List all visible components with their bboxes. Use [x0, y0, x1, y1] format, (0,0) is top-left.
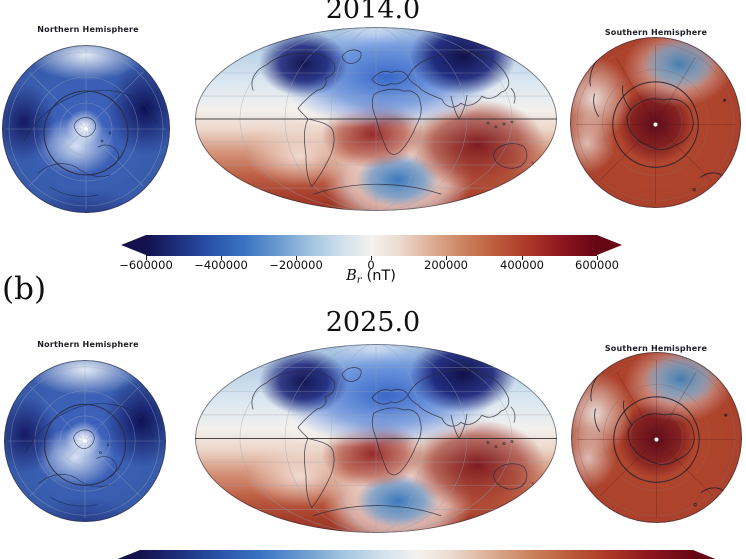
colorbar-tick: [446, 256, 447, 260]
north-polar-graticule-coastlines-icon: [7, 363, 163, 519]
colorbar-tick: [597, 256, 598, 260]
south-polar-graticule-coastlines-icon: [575, 43, 736, 205]
colorbar-label-symbol: B: [346, 268, 357, 284]
south-hemisphere-label-2025: Southern Hemisphere: [604, 344, 708, 353]
colorbar-tick-label: −400000: [194, 258, 248, 272]
south-polar-map-2014: [570, 37, 741, 208]
colorbar-tick-label: −600000: [119, 258, 173, 272]
colorbar-tick: [146, 256, 147, 260]
colorbar-2025: [115, 550, 718, 559]
colorbar-tick-label: 200000: [424, 258, 468, 272]
north-hemisphere-label-2025: Northern Hemisphere: [37, 340, 139, 349]
mollweide-map-2025: [195, 344, 557, 533]
north-hemisphere-label-2014: Northern Hemisphere: [37, 25, 139, 34]
mollweide-map-2014: [195, 27, 557, 211]
colorbar-gradient: [140, 550, 693, 559]
colorbar-tick-label: 600000: [575, 258, 619, 272]
south-hemisphere-label-2014: Southern Hemisphere: [604, 28, 708, 37]
north-polar-map-2014: [2, 45, 170, 213]
panel-b-label: (b): [2, 271, 47, 307]
south-polar-map-2025: [571, 352, 742, 523]
colorbar-axis-label: Br (nT): [346, 268, 396, 286]
colorbar-left-arrow-icon: [115, 550, 140, 559]
colorbar-tick-label: 0: [367, 258, 375, 272]
colorbar-tick: [221, 256, 222, 260]
colorbar-right-arrow-icon: [597, 235, 622, 255]
colorbar-tick-label: −200000: [269, 258, 323, 272]
colorbar-2014: −600000 −400000 −200000 0 200000 400000 …: [119, 235, 622, 272]
mollweide-graticule-coastlines-icon: [195, 344, 557, 533]
colorbar-label-subscript: r: [356, 275, 362, 286]
mollweide-graticule-coastlines-icon: [195, 27, 557, 211]
epoch-title-2025: 2025.0: [325, 307, 421, 338]
north-polar-graticule-coastlines-icon: [5, 48, 167, 210]
south-polar-graticule-coastlines-icon: [576, 358, 737, 520]
colorbar-gradient: [146, 235, 597, 256]
north-polar-map-2025: [4, 360, 166, 522]
colorbar-tick: [522, 256, 523, 260]
colorbar-tick: [371, 256, 372, 260]
colorbar-left-arrow-icon: [121, 235, 146, 255]
epoch-title-2014: 2014.0: [325, 0, 421, 25]
colorbar-label-unit: (nT): [366, 268, 396, 284]
colorbar-tick: [296, 256, 297, 260]
colorbar-right-arrow-icon: [693, 550, 718, 559]
colorbar-tick-label: 400000: [500, 258, 544, 272]
